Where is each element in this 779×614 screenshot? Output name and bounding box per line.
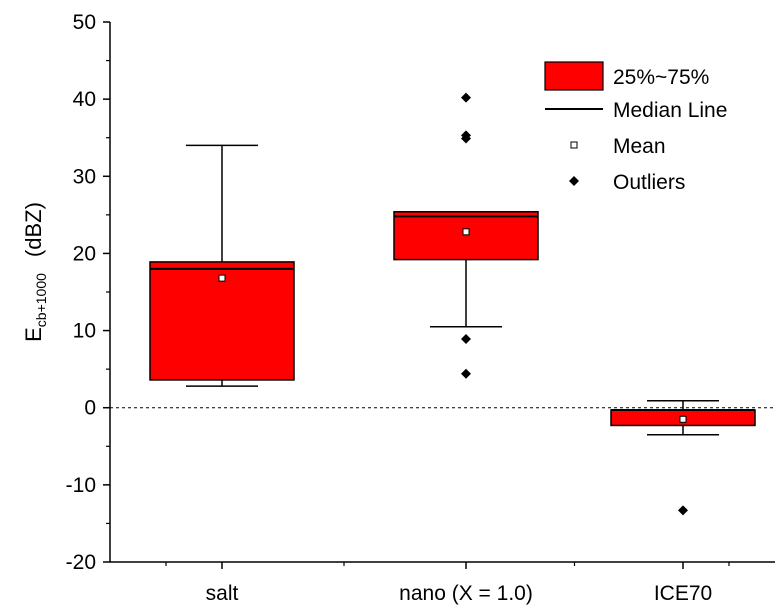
- y-tick-label: 30: [73, 165, 96, 188]
- y-tick-label: -10: [66, 474, 96, 497]
- x-tick-label: nano (X = 1.0): [399, 582, 533, 605]
- y-tick-label: -20: [66, 551, 96, 574]
- legend-label-outliers: Outliers: [613, 171, 685, 194]
- outlier-marker: [461, 92, 471, 103]
- box-group: [393, 92, 539, 379]
- y-axis-title-unit: (dBZ): [21, 202, 46, 257]
- y-axis-title-main: E: [21, 327, 46, 342]
- y-axis-title-subscript: cb+1000: [33, 273, 49, 327]
- y-tick-label: 50: [73, 11, 96, 34]
- box-group: [149, 144, 295, 387]
- x-ticks: salt nano (X = 1.0) ICE70: [165, 562, 730, 605]
- y-tick-label: 0: [84, 397, 96, 420]
- mean-marker: [462, 228, 470, 236]
- legend-label-box: 25%~75%: [613, 66, 709, 89]
- box-iqr: [393, 211, 539, 261]
- y-tick-label: 40: [73, 88, 96, 111]
- outlier-marker: [461, 368, 471, 379]
- outlier-marker: [461, 334, 471, 345]
- legend-label-mean: Mean: [613, 135, 666, 158]
- legend-label-median: Median Line: [613, 99, 727, 122]
- y-tick-label: 20: [73, 242, 96, 265]
- x-tick-label: ICE70: [654, 582, 712, 605]
- y-tick-label: 10: [73, 320, 96, 343]
- legend-outlier-swatch: [569, 176, 579, 186]
- mean-marker: [218, 274, 226, 282]
- y-axis-title: Ecb+1000 (dBZ): [21, 202, 49, 342]
- outlier-marker: [678, 505, 688, 516]
- mean-marker: [679, 415, 687, 423]
- x-tick-label: salt: [206, 582, 239, 605]
- y-ticks: -20 -10 0 10 20 30 40 50: [66, 11, 110, 574]
- legend-mean-swatch: [570, 141, 578, 149]
- box-group: [610, 400, 756, 516]
- legend-box-swatch: [544, 61, 604, 91]
- outlier-marker: [461, 133, 471, 144]
- boxes-layer: [149, 92, 756, 516]
- legend: 25%~75% Median Line Mean Outliers: [544, 61, 727, 194]
